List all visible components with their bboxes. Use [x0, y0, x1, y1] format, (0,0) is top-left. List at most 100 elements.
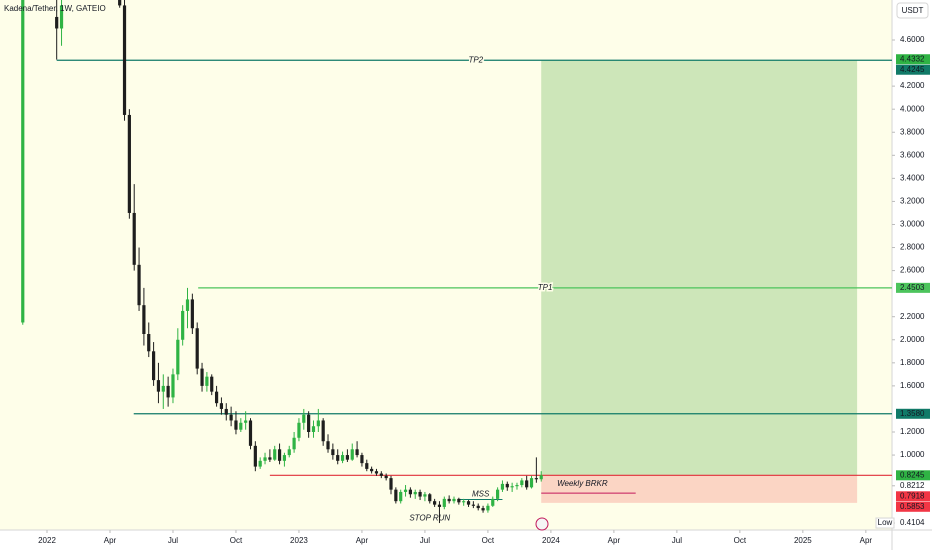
annotation: MSS [472, 489, 490, 498]
price-label: 0.7918 [900, 491, 925, 500]
candle-body [156, 380, 161, 392]
candle-body [462, 501, 466, 503]
candle-body [287, 449, 291, 456]
candle-body [277, 449, 282, 461]
candle-body [365, 463, 369, 469]
candle-body [437, 504, 442, 507]
candle-body [122, 5, 127, 115]
candle-body [336, 455, 340, 461]
level-label: TP1 [538, 283, 553, 292]
candle-body [500, 483, 505, 490]
price-label-box [896, 64, 930, 75]
candle-body [151, 351, 156, 381]
x-tick-label: Jul [168, 536, 178, 545]
x-tick-label: 2022 [38, 536, 56, 545]
candle-body [302, 414, 306, 423]
candle-body [137, 264, 141, 306]
price-label-box [896, 282, 930, 293]
candle-body [355, 449, 359, 456]
candle-body [210, 376, 214, 392]
y-tick-label: 3.2000 [900, 197, 925, 206]
candle-body [476, 505, 480, 509]
candle-body [200, 368, 204, 386]
x-tick-label: Apr [356, 536, 369, 545]
candle-body [273, 449, 277, 460]
x-tick-label: Oct [230, 536, 243, 545]
candle-body [345, 455, 350, 460]
level-label: TP2 [468, 55, 483, 64]
price-label-box [896, 54, 930, 65]
candle-body [433, 501, 437, 505]
x-tick-label: Apr [608, 536, 621, 545]
price-label: 0.8212 [900, 481, 925, 490]
price-label-box [896, 408, 930, 419]
candle-body [132, 212, 136, 265]
candle-body [525, 480, 529, 488]
y-tick-label: 1.6000 [900, 381, 925, 390]
y-tick-label: 2.2000 [900, 312, 925, 321]
candle-body [171, 374, 175, 398]
price-tag-box [875, 517, 895, 529]
candle-body [118, 0, 122, 6]
candle-body [55, 16, 59, 29]
currency: USDT [902, 6, 924, 15]
candle-body [142, 305, 146, 335]
candle-body [496, 489, 500, 499]
event-icon[interactable] [535, 517, 549, 531]
chart-title: Kadena/Tether, 1W, GATEIO [4, 4, 106, 13]
price-label: 1.3580 [900, 409, 925, 418]
candle-body [195, 328, 199, 369]
candle-body [147, 334, 151, 352]
candle-body [176, 339, 180, 375]
candle-body [244, 420, 248, 423]
candle-body [326, 441, 330, 450]
candle-body [190, 299, 194, 329]
candle-body [379, 473, 383, 476]
plot-area: TP2 TP1 MSS STOP RUN Weekly BRKR [21, 0, 892, 524]
candle-body [534, 478, 538, 480]
candle-body [181, 310, 185, 340]
candle-body [214, 391, 219, 404]
candle-body [505, 483, 509, 488]
y-tick-label: 1.8000 [900, 358, 925, 367]
y-tick-label: 3.4000 [900, 173, 925, 182]
price-label-box [896, 470, 930, 481]
y-tick-label: 2.6000 [900, 266, 925, 275]
candle-body [253, 445, 257, 467]
y-tick-label: 1.0000 [900, 450, 925, 459]
candle-body [234, 420, 238, 430]
candle-body [394, 489, 398, 502]
axes: 2022 Apr Jul Oct 2023 Apr Jul Oct 2024 Apr Jul Oct 2… [38, 35, 930, 545]
candle-body [447, 498, 451, 502]
zone [541, 475, 858, 503]
candle-body [457, 498, 461, 503]
x-tick-label: Apr [104, 536, 117, 545]
price-label: 0.4104 [900, 518, 925, 527]
y-tick-label: 3.8000 [900, 127, 925, 136]
zone [541, 60, 858, 476]
candle-body [297, 422, 301, 438]
candle-body [423, 494, 427, 497]
y-tick-label: 2.8000 [900, 243, 925, 252]
candle-body [127, 114, 131, 213]
candle-body [418, 491, 422, 497]
candle-body [466, 501, 471, 505]
candle-body [389, 478, 393, 490]
price-label-box [896, 491, 930, 502]
currency-box[interactable] [896, 2, 929, 19]
candle-body [331, 449, 335, 456]
annotation: STOP RUN [409, 514, 450, 523]
candle-body [219, 403, 224, 409]
price-label: 0.5853 [900, 502, 925, 511]
annotation: Weekly BRKR [557, 479, 608, 488]
y-tick-label: 2.0000 [900, 335, 925, 344]
y-tick-label: 1.2000 [900, 427, 925, 436]
candle-body [384, 475, 388, 479]
candle-body [340, 455, 345, 461]
price-label: 4.4332 [900, 54, 925, 63]
x-tick-label: 2023 [290, 536, 308, 545]
candle-body [205, 376, 209, 386]
time-axis [0, 530, 892, 550]
candle-body [229, 414, 233, 421]
candle-body [529, 478, 534, 488]
